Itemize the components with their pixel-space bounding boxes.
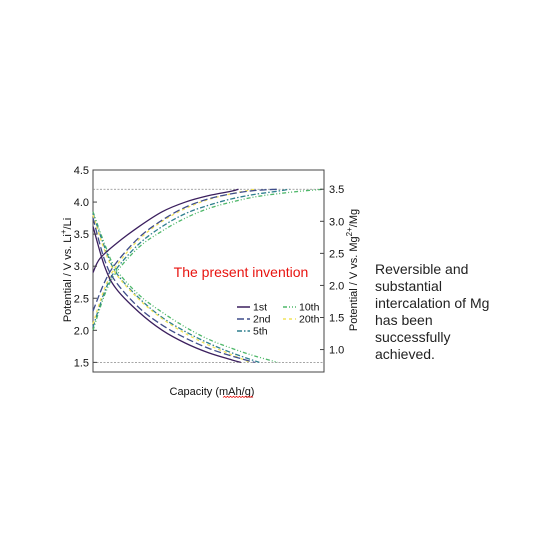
y-right-tick-label: 2.5 bbox=[329, 248, 344, 260]
left-axis-ticks: 1.5 2.0 2.5 3.0 3.5 4.0 4.5 bbox=[74, 165, 97, 369]
legend-label-1st: 1st bbox=[253, 302, 267, 314]
y-left-label-superscript: + bbox=[59, 229, 68, 234]
note-line: substantial bbox=[375, 278, 442, 294]
note-line: achieved. bbox=[375, 346, 435, 362]
note-line: successfully bbox=[375, 329, 451, 345]
y-axis-label-right: Potential / V vs. Mg2+/Mg bbox=[345, 209, 360, 331]
x-axis-label: Capacity (mAh/g) bbox=[170, 386, 255, 398]
y-right-tick-label: 2.0 bbox=[329, 280, 344, 292]
series-1st-discharge-curve bbox=[92, 226, 242, 364]
y-left-tick-label: 1.5 bbox=[74, 357, 89, 369]
note-line: intercalation of Mg bbox=[375, 295, 490, 311]
legend-label-2nd: 2nd bbox=[253, 314, 271, 326]
spellcheck-underline bbox=[222, 395, 254, 399]
y-right-tick-label: 3.0 bbox=[329, 216, 344, 228]
legend-label-5th: 5th bbox=[253, 326, 268, 338]
y-right-label-superscript: 2+ bbox=[345, 227, 354, 236]
series-10th-discharge-curve bbox=[92, 211, 278, 364]
y-right-tick-label: 1.5 bbox=[329, 312, 344, 324]
legend-label-10th: 10th bbox=[299, 302, 320, 314]
y-left-label-main: Potential / V vs. Li bbox=[62, 234, 74, 322]
series-20th-charge-curve bbox=[92, 188, 255, 325]
series-2nd-discharge-curve bbox=[92, 217, 255, 364]
reference-lines bbox=[93, 188, 324, 363]
y-left-tick-label: 2.5 bbox=[74, 293, 89, 305]
series-1st-charge-curve bbox=[92, 188, 239, 273]
data-series-group bbox=[92, 188, 325, 364]
annotation-text: The present invention bbox=[174, 264, 309, 280]
y-right-label-tail: /Mg bbox=[348, 209, 360, 227]
y-left-tick-label: 2.0 bbox=[74, 325, 89, 337]
right-axis-ticks: 1.0 1.5 2.0 2.5 3.0 3.5 bbox=[320, 184, 344, 357]
note-line: has been bbox=[375, 312, 433, 328]
legend-label-20th: 20th bbox=[299, 314, 320, 326]
y-axis-label-left: Potential / V vs. Li+/Li bbox=[59, 218, 74, 322]
series-20th-discharge-curve bbox=[92, 214, 251, 363]
series-10th-charge-curve bbox=[92, 188, 325, 331]
y-left-tick-label: 4.5 bbox=[74, 165, 89, 177]
note-line: Reversible and bbox=[375, 261, 469, 277]
series-2nd-charge-curve bbox=[92, 188, 278, 312]
y-left-label-tail: /Li bbox=[62, 218, 74, 230]
note-text: Reversible and substantial intercalation… bbox=[375, 261, 525, 363]
y-right-tick-label: 3.5 bbox=[329, 184, 344, 196]
y-left-tick-label: 4.0 bbox=[74, 197, 89, 209]
y-right-label-main: Potential / V vs. Mg bbox=[348, 236, 360, 331]
y-left-tick-label: 3.5 bbox=[74, 229, 89, 241]
y-left-tick-label: 3.0 bbox=[74, 261, 89, 273]
y-right-tick-label: 1.0 bbox=[329, 345, 344, 357]
series-5th-discharge-curve bbox=[92, 213, 260, 363]
